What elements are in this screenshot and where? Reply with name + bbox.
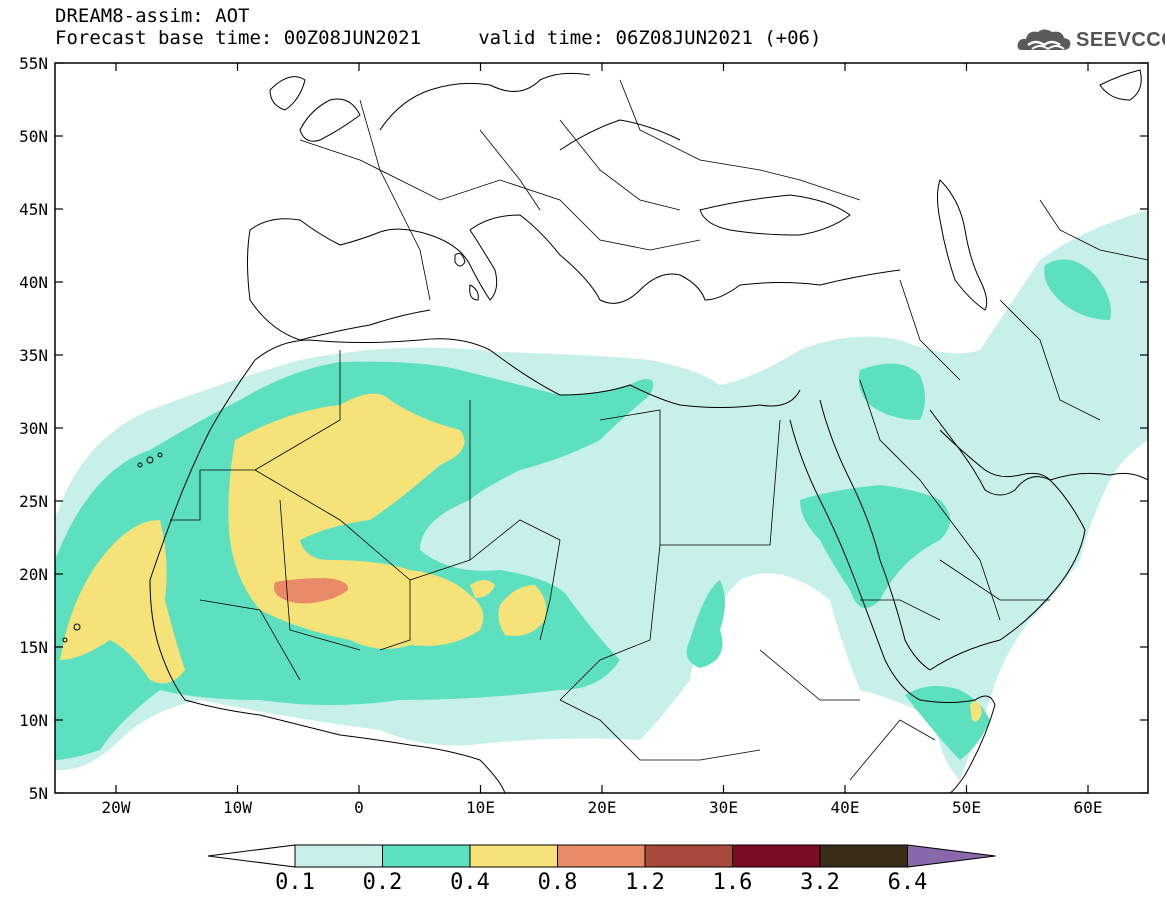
colorbar-label: 0.1 xyxy=(275,870,315,895)
colorbar-label: 3.2 xyxy=(800,870,840,895)
colorbar-segment xyxy=(294,844,383,868)
logo-text: SEEVCCC xyxy=(1076,29,1165,51)
colorbar-label: 1.6 xyxy=(712,870,753,895)
aot-region-yellow xyxy=(970,701,982,722)
lon-label: 10E xyxy=(466,798,495,817)
colorbar-label: 6.4 xyxy=(887,870,928,895)
forecast-time-line: Forecast base time: 00Z08JUN2021 valid t… xyxy=(55,27,822,49)
aot-region-yellow xyxy=(470,580,495,598)
colorbar-label: 0.8 xyxy=(537,870,578,895)
aot-region-green xyxy=(905,686,990,760)
aot-region-green xyxy=(1044,259,1111,320)
lat-label: 30N xyxy=(19,419,48,438)
map-title: DREAM8-assim: AOT xyxy=(55,5,250,27)
lon-label: 40E xyxy=(831,798,860,817)
colorbar xyxy=(207,844,996,868)
colorbar-arrow-low xyxy=(207,844,296,868)
colorbar-segment xyxy=(557,844,646,868)
colorbar-segment xyxy=(382,844,471,868)
aot-field xyxy=(55,210,1148,780)
aot-region-green xyxy=(686,580,725,668)
cloud-icon xyxy=(1017,29,1071,51)
lat-label: 15N xyxy=(19,638,48,657)
colorbar-label: 1.2 xyxy=(625,870,665,895)
lat-label: 10N xyxy=(19,711,48,730)
lat-label: 20N xyxy=(19,565,48,584)
coastlines xyxy=(62,69,1148,793)
lat-label: 50N xyxy=(19,127,48,146)
lat-label: 55N xyxy=(19,54,48,73)
seevccc-logo: SEEVCCC xyxy=(1016,26,1165,54)
country-borders xyxy=(170,79,1148,781)
aot-region-green xyxy=(800,485,950,608)
colorbar-segment xyxy=(644,844,733,868)
colorbar-arrow-high xyxy=(907,844,996,868)
colorbar-label: 0.4 xyxy=(450,870,490,895)
lat-label: 40N xyxy=(19,273,48,292)
colorbar-segment xyxy=(819,844,908,868)
lon-label: 50E xyxy=(952,798,981,817)
lon-label: 0 xyxy=(354,798,364,817)
lon-label: 10W xyxy=(223,798,252,817)
lat-label: 5N xyxy=(29,784,48,803)
colorbar-segment xyxy=(732,844,821,868)
lon-label: 20E xyxy=(588,798,617,817)
lat-label: 45N xyxy=(19,200,48,219)
aot-region-green xyxy=(858,363,925,420)
aot-region-light xyxy=(985,356,1118,415)
lon-label: 20W xyxy=(102,798,131,817)
aot-region-yellow xyxy=(60,520,185,684)
aot-region-orange xyxy=(274,578,349,604)
lon-label: 60E xyxy=(1074,798,1103,817)
lon-label: 30E xyxy=(709,798,738,817)
aot-region-yellow xyxy=(498,585,547,636)
lat-label: 25N xyxy=(19,492,48,511)
lat-label: 35N xyxy=(19,346,48,365)
colorbar-segment xyxy=(469,844,558,868)
colorbar-label: 0.2 xyxy=(362,870,403,895)
